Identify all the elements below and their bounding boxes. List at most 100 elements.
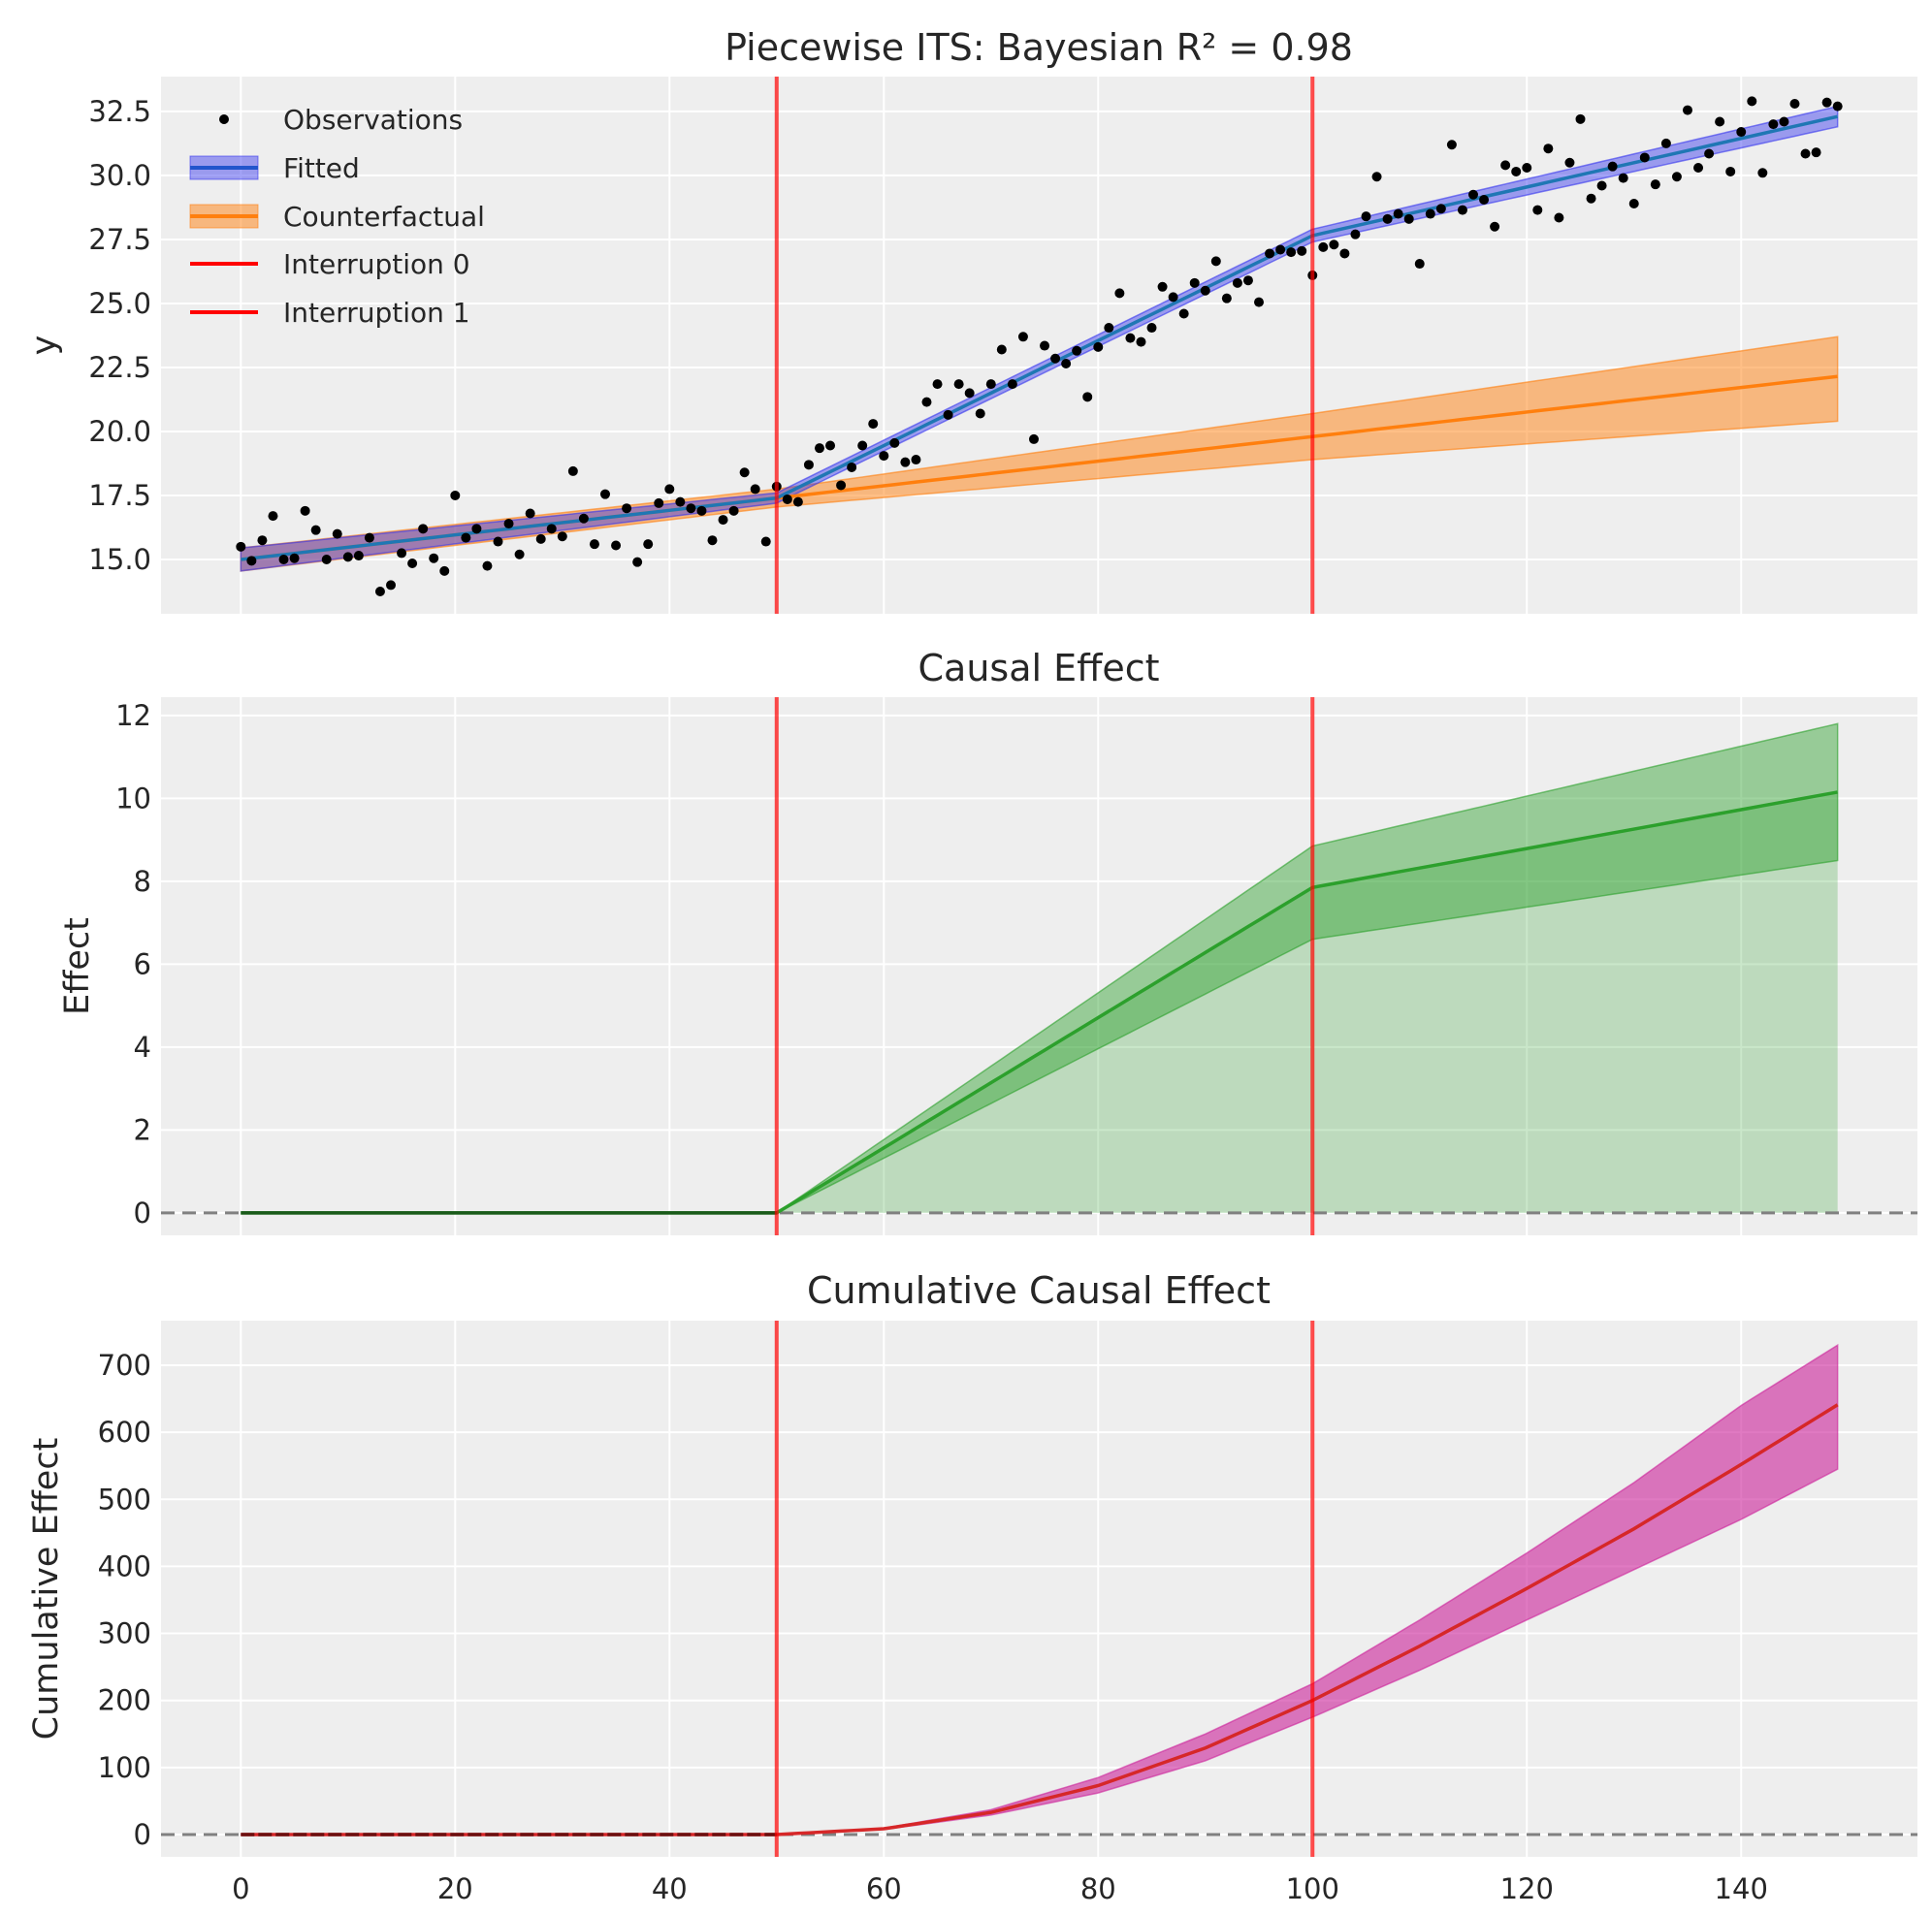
observation-point: [386, 580, 397, 591]
x-tick-label: 140: [1715, 1872, 1768, 1905]
observation-point: [728, 505, 739, 516]
observation-point: [707, 535, 718, 546]
observation-point: [1736, 127, 1747, 138]
observation-point: [857, 440, 868, 451]
observation-point: [1554, 212, 1564, 223]
observation-point: [557, 531, 567, 542]
effect-area-fill: [241, 791, 1838, 1213]
observation-point: [418, 524, 429, 534]
observation-point: [975, 408, 985, 419]
observation-point: [1511, 166, 1522, 176]
y-tick-label: 32.5: [88, 95, 151, 128]
observation-point: [407, 558, 418, 568]
observation-point: [943, 409, 953, 420]
observation-point: [868, 419, 879, 430]
observation-point: [1446, 140, 1457, 150]
observation-point: [1157, 281, 1168, 292]
observation-point: [332, 528, 342, 539]
observation-point: [1286, 247, 1297, 258]
observation-point: [1500, 160, 1511, 171]
observation-point: [1693, 163, 1704, 174]
y-axis-label: y: [25, 335, 64, 356]
observation-point: [1061, 359, 1072, 369]
y-tick-label: 700: [98, 1349, 151, 1382]
observation-point: [1007, 379, 1017, 390]
observation-point: [578, 513, 589, 524]
observation-point: [675, 496, 686, 507]
observation-point: [1671, 172, 1682, 182]
observation-point: [471, 524, 482, 534]
legend: Observations Fitted Counterfactual Inter…: [189, 104, 485, 329]
observation-point: [1028, 433, 1039, 444]
observation-point: [836, 480, 847, 491]
observation-point: [1747, 96, 1757, 107]
observation-point: [739, 467, 750, 478]
y-tick-label: 2: [134, 1113, 151, 1146]
legend-fitted-label: Fitted: [283, 152, 360, 184]
observation-point: [450, 491, 461, 501]
observation-point: [364, 532, 374, 543]
observation-point: [1789, 98, 1800, 109]
observation-point: [567, 465, 578, 476]
panel-2: 0 2 4 6 8 10 12 Causal Effect Effect: [58, 647, 1917, 1235]
observation-point: [611, 540, 622, 551]
legend-observations-label: Observations: [283, 104, 463, 136]
observation-point: [1757, 168, 1768, 178]
observation-point: [1596, 180, 1607, 191]
observation-point: [879, 451, 889, 462]
observation-point: [1242, 275, 1253, 286]
y-tick-label: 22.5: [88, 351, 151, 384]
observation-point: [1532, 205, 1543, 215]
observation-point: [1543, 144, 1554, 154]
plot-area: [161, 1321, 1917, 1857]
observation-point: [1779, 116, 1789, 127]
observation-point: [1168, 292, 1178, 303]
observation-point: [996, 344, 1007, 355]
y-tick-label: 8: [134, 865, 151, 898]
y-tick-label: 500: [98, 1483, 151, 1516]
observation-point: [1265, 248, 1275, 259]
observation-point: [1371, 172, 1382, 182]
x-tick-label: 60: [866, 1872, 902, 1905]
observation-point: [1297, 245, 1307, 256]
observation-point: [525, 508, 535, 519]
observation-point: [964, 388, 975, 399]
observation-point: [1628, 198, 1639, 208]
observation-point: [1254, 297, 1265, 307]
observation-point: [246, 556, 257, 566]
panel-title: Causal Effect: [918, 647, 1160, 689]
observation-point: [1468, 189, 1479, 200]
observation-point: [750, 484, 760, 495]
x-tick-label: 80: [1080, 1872, 1116, 1905]
observation-point: [1082, 392, 1093, 402]
y-tick-label: 600: [98, 1416, 151, 1449]
observation-point: [236, 541, 246, 552]
y-tick-label: 20.0: [88, 415, 151, 448]
observation-point: [686, 503, 696, 514]
observation-point: [310, 525, 321, 535]
observation-point: [1650, 179, 1660, 190]
observation-point: [1125, 333, 1136, 343]
observation-point: [1479, 195, 1490, 206]
observation-point: [1232, 277, 1242, 288]
observation-point: [1050, 353, 1061, 364]
legend-counterfactual-label: Counterfactual: [283, 201, 485, 233]
y-axis-label: Cumulative Effect: [27, 1438, 66, 1740]
y-tick-label: 12: [115, 699, 151, 732]
observation-point: [493, 536, 503, 547]
y-tick-label: 400: [98, 1549, 151, 1582]
observation-point: [1017, 332, 1028, 342]
observation-point: [300, 505, 310, 516]
y-tick-label: 6: [134, 947, 151, 980]
observation-point: [1639, 152, 1650, 163]
observation-point: [1490, 221, 1500, 232]
observation-point: [696, 505, 707, 516]
observation-point: [429, 553, 439, 563]
observation-point: [1435, 204, 1446, 214]
observation-point: [353, 551, 364, 561]
y-tick-label: 25.0: [88, 287, 151, 320]
x-tick-label: 20: [437, 1872, 473, 1905]
observation-point: [1575, 113, 1586, 124]
observation-point: [1393, 208, 1403, 219]
